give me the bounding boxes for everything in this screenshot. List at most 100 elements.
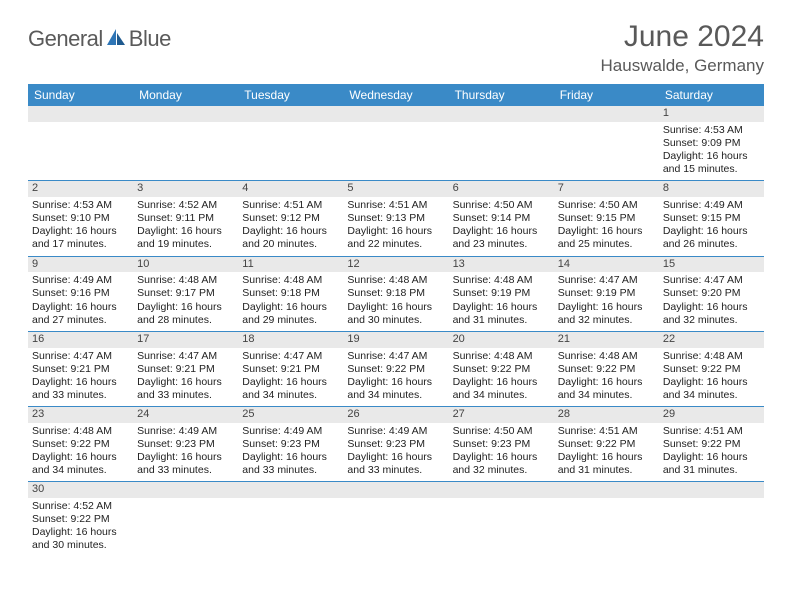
daylight-text: Daylight: 16 hours and 33 minutes. xyxy=(347,451,444,477)
day-number: 2 xyxy=(28,181,133,197)
sunrise-text: Sunrise: 4:47 AM xyxy=(663,274,760,287)
calendar-week-row: 16Sunrise: 4:47 AMSunset: 9:21 PMDayligh… xyxy=(28,331,764,406)
calendar-cell: 2Sunrise: 4:53 AMSunset: 9:10 PMDaylight… xyxy=(28,181,133,256)
day-number xyxy=(133,482,238,498)
weekday-header: Wednesday xyxy=(343,84,448,106)
sunset-text: Sunset: 9:22 PM xyxy=(663,438,760,451)
calendar-cell: 22Sunrise: 4:48 AMSunset: 9:22 PMDayligh… xyxy=(659,331,764,406)
day-info: Sunrise: 4:49 AMSunset: 9:23 PMDaylight:… xyxy=(347,425,444,478)
calendar-body: 1Sunrise: 4:53 AMSunset: 9:09 PMDaylight… xyxy=(28,106,764,557)
sunrise-text: Sunrise: 4:53 AM xyxy=(663,124,760,137)
calendar-cell xyxy=(133,106,238,181)
calendar-cell xyxy=(28,106,133,181)
day-number: 13 xyxy=(449,257,554,273)
daylight-text: Daylight: 16 hours and 29 minutes. xyxy=(242,301,339,327)
sunrise-text: Sunrise: 4:49 AM xyxy=(242,425,339,438)
sunrise-text: Sunrise: 4:50 AM xyxy=(453,425,550,438)
day-number xyxy=(449,482,554,498)
sunrise-text: Sunrise: 4:48 AM xyxy=(453,350,550,363)
sunset-text: Sunset: 9:12 PM xyxy=(242,212,339,225)
calendar-cell xyxy=(238,106,343,181)
day-info: Sunrise: 4:48 AMSunset: 9:17 PMDaylight:… xyxy=(137,274,234,327)
day-info: Sunrise: 4:51 AMSunset: 9:22 PMDaylight:… xyxy=(558,425,655,478)
sunset-text: Sunset: 9:13 PM xyxy=(347,212,444,225)
day-info: Sunrise: 4:49 AMSunset: 9:15 PMDaylight:… xyxy=(663,199,760,252)
day-number: 12 xyxy=(343,257,448,273)
day-number: 17 xyxy=(133,332,238,348)
title-block: June 2024 Hauswalde, Germany xyxy=(601,20,764,76)
day-info: Sunrise: 4:48 AMSunset: 9:22 PMDaylight:… xyxy=(663,350,760,403)
daylight-text: Daylight: 16 hours and 32 minutes. xyxy=(558,301,655,327)
day-info: Sunrise: 4:47 AMSunset: 9:21 PMDaylight:… xyxy=(32,350,129,403)
day-number: 5 xyxy=(343,181,448,197)
calendar-cell: 17Sunrise: 4:47 AMSunset: 9:21 PMDayligh… xyxy=(133,331,238,406)
calendar-cell: 19Sunrise: 4:47 AMSunset: 9:22 PMDayligh… xyxy=(343,331,448,406)
calendar-week-row: 9Sunrise: 4:49 AMSunset: 9:16 PMDaylight… xyxy=(28,256,764,331)
calendar-cell: 25Sunrise: 4:49 AMSunset: 9:23 PMDayligh… xyxy=(238,407,343,482)
day-number xyxy=(238,482,343,498)
calendar-cell: 8Sunrise: 4:49 AMSunset: 9:15 PMDaylight… xyxy=(659,181,764,256)
day-number xyxy=(554,106,659,122)
day-info: Sunrise: 4:49 AMSunset: 9:16 PMDaylight:… xyxy=(32,274,129,327)
day-number: 30 xyxy=(28,482,133,498)
calendar-cell: 27Sunrise: 4:50 AMSunset: 9:23 PMDayligh… xyxy=(449,407,554,482)
sunset-text: Sunset: 9:22 PM xyxy=(663,363,760,376)
day-number: 14 xyxy=(554,257,659,273)
sunset-text: Sunset: 9:22 PM xyxy=(558,363,655,376)
daylight-text: Daylight: 16 hours and 31 minutes. xyxy=(453,301,550,327)
day-info: Sunrise: 4:48 AMSunset: 9:22 PMDaylight:… xyxy=(453,350,550,403)
day-number: 24 xyxy=(133,407,238,423)
daylight-text: Daylight: 16 hours and 30 minutes. xyxy=(32,526,129,552)
day-number: 10 xyxy=(133,257,238,273)
sunset-text: Sunset: 9:22 PM xyxy=(453,363,550,376)
calendar-cell: 14Sunrise: 4:47 AMSunset: 9:19 PMDayligh… xyxy=(554,256,659,331)
sunset-text: Sunset: 9:23 PM xyxy=(242,438,339,451)
daylight-text: Daylight: 16 hours and 31 minutes. xyxy=(663,451,760,477)
daylight-text: Daylight: 16 hours and 20 minutes. xyxy=(242,225,339,251)
day-info: Sunrise: 4:51 AMSunset: 9:13 PMDaylight:… xyxy=(347,199,444,252)
daylight-text: Daylight: 16 hours and 32 minutes. xyxy=(663,301,760,327)
day-number: 6 xyxy=(449,181,554,197)
daylight-text: Daylight: 16 hours and 34 minutes. xyxy=(242,376,339,402)
logo-text-blue: Blue xyxy=(129,26,171,52)
sunrise-text: Sunrise: 4:52 AM xyxy=(137,199,234,212)
day-number: 20 xyxy=(449,332,554,348)
weekday-header: Sunday xyxy=(28,84,133,106)
sunrise-text: Sunrise: 4:48 AM xyxy=(663,350,760,363)
day-info: Sunrise: 4:53 AMSunset: 9:09 PMDaylight:… xyxy=(663,124,760,177)
sunset-text: Sunset: 9:10 PM xyxy=(32,212,129,225)
calendar-week-row: 2Sunrise: 4:53 AMSunset: 9:10 PMDaylight… xyxy=(28,181,764,256)
day-number: 23 xyxy=(28,407,133,423)
day-info: Sunrise: 4:48 AMSunset: 9:18 PMDaylight:… xyxy=(242,274,339,327)
sunrise-text: Sunrise: 4:48 AM xyxy=(137,274,234,287)
day-number: 26 xyxy=(343,407,448,423)
day-info: Sunrise: 4:50 AMSunset: 9:23 PMDaylight:… xyxy=(453,425,550,478)
day-number: 11 xyxy=(238,257,343,273)
sunrise-text: Sunrise: 4:48 AM xyxy=(32,425,129,438)
day-number xyxy=(28,106,133,122)
sunrise-text: Sunrise: 4:50 AM xyxy=(558,199,655,212)
sunrise-text: Sunrise: 4:48 AM xyxy=(242,274,339,287)
weekday-header: Thursday xyxy=(449,84,554,106)
day-info: Sunrise: 4:49 AMSunset: 9:23 PMDaylight:… xyxy=(242,425,339,478)
calendar-cell: 15Sunrise: 4:47 AMSunset: 9:20 PMDayligh… xyxy=(659,256,764,331)
daylight-text: Daylight: 16 hours and 22 minutes. xyxy=(347,225,444,251)
daylight-text: Daylight: 16 hours and 28 minutes. xyxy=(137,301,234,327)
day-info: Sunrise: 4:50 AMSunset: 9:15 PMDaylight:… xyxy=(558,199,655,252)
sunrise-text: Sunrise: 4:49 AM xyxy=(32,274,129,287)
day-number xyxy=(343,106,448,122)
daylight-text: Daylight: 16 hours and 32 minutes. xyxy=(453,451,550,477)
day-info: Sunrise: 4:48 AMSunset: 9:22 PMDaylight:… xyxy=(558,350,655,403)
sunrise-text: Sunrise: 4:47 AM xyxy=(242,350,339,363)
day-number: 19 xyxy=(343,332,448,348)
sunrise-text: Sunrise: 4:48 AM xyxy=(558,350,655,363)
day-number xyxy=(238,106,343,122)
sunset-text: Sunset: 9:21 PM xyxy=(137,363,234,376)
calendar-cell: 1Sunrise: 4:53 AMSunset: 9:09 PMDaylight… xyxy=(659,106,764,181)
sunrise-text: Sunrise: 4:52 AM xyxy=(32,500,129,513)
sunset-text: Sunset: 9:23 PM xyxy=(453,438,550,451)
calendar-cell: 7Sunrise: 4:50 AMSunset: 9:15 PMDaylight… xyxy=(554,181,659,256)
sunrise-text: Sunrise: 4:51 AM xyxy=(558,425,655,438)
logo: General Blue xyxy=(28,26,171,52)
daylight-text: Daylight: 16 hours and 27 minutes. xyxy=(32,301,129,327)
